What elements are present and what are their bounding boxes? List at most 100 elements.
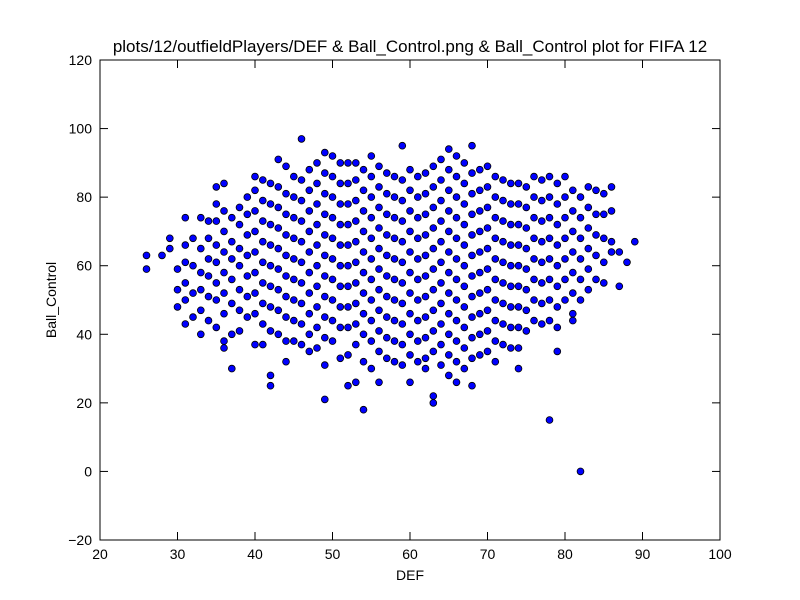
data-point [258,279,267,287]
data-point [452,234,461,243]
data-point [266,381,275,390]
data-point [289,172,298,181]
data-point [320,148,329,157]
data-point [351,340,360,349]
data-point [530,172,538,181]
data-point [553,200,562,208]
x-axis-label: DEF [396,567,424,583]
data-point [305,309,314,318]
data-point [181,241,190,249]
data-point [561,213,569,222]
data-point [367,275,376,284]
data-point [514,282,523,291]
data-point [406,227,414,236]
data-point [228,364,236,373]
data-point [197,330,205,339]
ticks-layer [99,59,721,541]
data-point [522,306,531,315]
data-point [344,220,352,229]
data-point [375,306,383,315]
data-point [367,213,376,222]
data-point [568,207,577,215]
data-point [452,213,461,222]
data-point [243,313,252,321]
data-point [359,330,368,339]
data-point [483,347,492,356]
data-point [282,313,290,321]
data-point [320,251,329,260]
data-point [514,323,523,332]
data-point [212,217,221,225]
data-point [390,296,399,304]
data-point [537,258,546,267]
data-point [235,261,244,270]
data-point [522,244,531,253]
data-point [390,255,399,263]
data-point [530,255,538,263]
data-point [561,172,569,181]
data-point [475,309,484,318]
data-point [545,213,554,222]
data-point [313,303,321,311]
data-point [460,200,469,208]
data-point [561,296,569,304]
data-point [421,189,430,198]
data-point [398,217,407,225]
data-point [375,265,383,273]
data-point [359,357,368,366]
data-point [491,296,500,304]
data-point [530,316,538,325]
data-point [522,224,531,232]
data-point [328,337,337,345]
data-point [437,299,445,308]
data-point [313,344,321,352]
data-point [320,395,329,404]
data-point [336,200,345,208]
data-point [243,193,252,201]
y-tick-label: 120 [69,52,93,68]
data-point [468,272,476,280]
data-point [599,279,608,287]
data-point [305,186,314,195]
data-point [173,265,182,273]
data-point [228,299,236,308]
data-point [258,196,267,205]
data-point [390,316,399,325]
data-point [452,296,461,304]
data-point [258,237,267,246]
data-point [313,179,321,188]
data-point [561,275,569,284]
data-point [499,279,507,287]
data-point [406,268,414,277]
data-point [390,172,399,181]
data-point [468,169,476,177]
points-layer [142,135,639,476]
data-point [235,285,244,294]
data-point [437,340,445,349]
data-point [553,179,562,188]
data-point [204,255,213,263]
x-tick-label: 60 [402,546,418,562]
data-point [235,327,244,335]
data-point [499,217,507,225]
data-point [475,165,484,174]
data-point [398,237,407,246]
data-point [266,371,275,380]
data-point [367,234,376,243]
data-point [452,316,461,325]
data-point [266,327,275,335]
data-point [351,320,360,328]
data-point [235,244,244,253]
data-point [491,172,500,181]
data-point [367,296,376,304]
data-point [599,189,608,198]
data-point [398,279,407,287]
data-point [437,155,445,164]
data-point [537,176,546,184]
data-point [382,313,391,321]
data-point [282,357,290,366]
data-point [351,237,360,246]
data-point [390,213,399,222]
data-point [475,248,484,256]
